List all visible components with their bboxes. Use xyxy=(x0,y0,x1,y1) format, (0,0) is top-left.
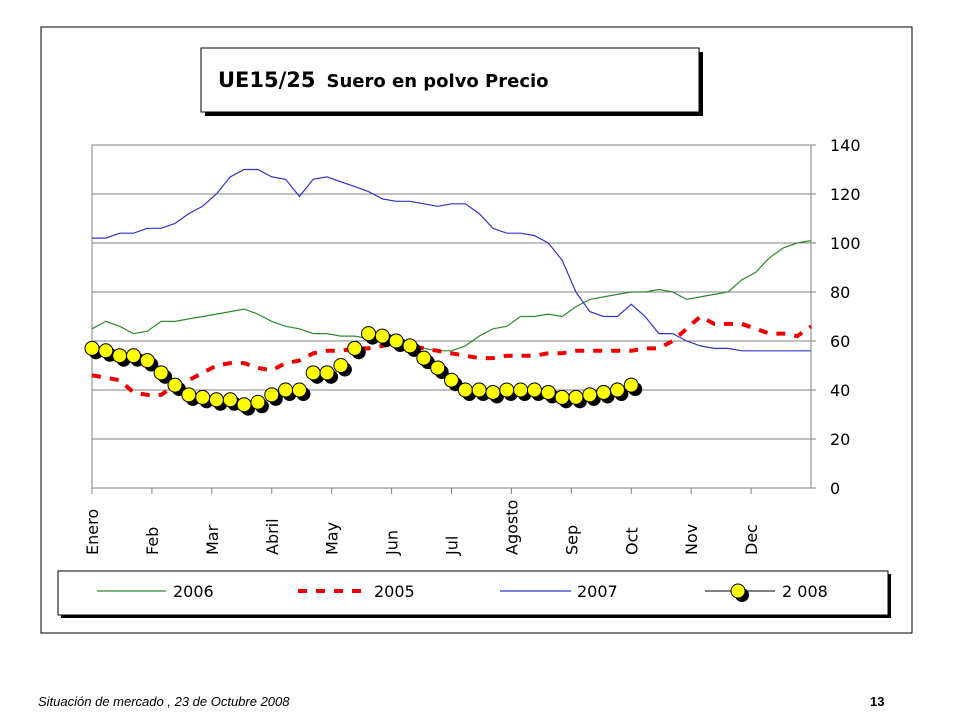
x-tick-label: Oct xyxy=(622,527,641,555)
y-tick-label: 60 xyxy=(830,332,850,351)
title-box xyxy=(200,47,700,113)
series-line-2005 xyxy=(91,314,813,397)
data-point-marker xyxy=(264,387,280,403)
data-point-marker xyxy=(388,333,404,349)
series-line-2007 xyxy=(92,168,811,352)
footer-text: Situación de mercado , 23 de Octubre 200… xyxy=(38,694,290,709)
data-point-marker xyxy=(139,353,155,369)
x-tick-label: Jul xyxy=(443,536,462,556)
data-point-marker xyxy=(208,392,224,408)
data-point-marker xyxy=(278,382,294,398)
data-point-marker xyxy=(596,384,612,400)
legend-marker xyxy=(730,583,746,599)
data-point-marker xyxy=(195,389,211,405)
data-point-marker xyxy=(609,382,625,398)
data-point-marker xyxy=(291,382,307,398)
x-tick-label: Feb xyxy=(143,527,162,555)
legend-label: 2005 xyxy=(374,582,415,601)
data-point-marker xyxy=(471,382,487,398)
data-point-marker xyxy=(84,340,100,356)
data-point-marker xyxy=(153,365,169,381)
data-point-marker xyxy=(374,328,390,344)
data-point-marker xyxy=(319,365,335,381)
data-point-marker xyxy=(457,382,473,398)
data-point-marker xyxy=(222,392,238,408)
x-tick-label: Dec xyxy=(742,524,761,555)
data-point-marker xyxy=(623,377,639,393)
series-line-2006 xyxy=(91,240,812,352)
chart-title: UE15/25 Suero en polvo Precio xyxy=(218,68,549,92)
y-tick-label: 80 xyxy=(830,283,850,302)
data-point-marker xyxy=(416,350,432,366)
y-tick-label: 100 xyxy=(830,234,861,253)
legend: 2006 2005 2007 2 008 xyxy=(97,582,828,602)
data-point-marker xyxy=(167,377,183,393)
x-tick-label: Jun xyxy=(383,530,402,556)
data-point-marker xyxy=(347,340,363,356)
data-point-marker xyxy=(250,394,266,410)
y-tick-label: 120 xyxy=(830,185,861,204)
y-tick-label: 20 xyxy=(830,430,850,449)
x-tick-label: May xyxy=(323,522,342,555)
y-tick-label: 140 xyxy=(830,136,861,155)
data-point-marker xyxy=(236,397,252,413)
data-point-marker xyxy=(540,384,556,400)
series-layer xyxy=(84,168,813,416)
data-point-marker xyxy=(582,387,598,403)
data-point-marker xyxy=(402,338,418,354)
legend-label: 2 008 xyxy=(782,582,828,601)
y-tick-label: 40 xyxy=(830,381,850,400)
data-point-marker xyxy=(333,358,349,373)
axis-layer: 0 20 40 60 80 100 120 140 Enero Feb Mar Abril May Jun… xyxy=(83,136,861,556)
data-point-marker xyxy=(181,387,197,403)
data-point-marker xyxy=(112,348,128,364)
x-tick-label: Nov xyxy=(682,524,701,555)
data-point-marker xyxy=(568,389,584,405)
x-tick-label: Sep xyxy=(562,525,581,555)
data-point-marker xyxy=(513,382,529,398)
x-tick-label: Mar xyxy=(203,524,222,555)
x-tick-label: Agosto xyxy=(502,500,521,555)
legend-box xyxy=(57,570,889,616)
data-point-marker xyxy=(485,384,501,400)
data-point-marker xyxy=(444,372,459,388)
legend-label: 2007 xyxy=(577,582,618,601)
data-point-marker xyxy=(125,348,141,364)
outer-frame xyxy=(40,26,913,634)
y-tick-label: 0 xyxy=(830,479,840,498)
data-point-marker xyxy=(98,343,114,359)
data-point-marker xyxy=(526,382,542,398)
page-number: 13 xyxy=(870,694,885,709)
chart-title-prefix: UE15/25 xyxy=(218,68,316,92)
x-tick-label: Enero xyxy=(83,509,102,555)
data-point-marker xyxy=(554,389,570,405)
data-point-marker xyxy=(499,382,515,398)
x-tick-label: Abril xyxy=(263,518,282,555)
legend-label: 2006 xyxy=(173,582,214,601)
chart-title-rest: Suero en polvo Precio xyxy=(326,71,548,92)
data-point-marker xyxy=(361,326,377,342)
data-point-marker xyxy=(430,360,446,376)
data-point-marker xyxy=(305,365,321,381)
